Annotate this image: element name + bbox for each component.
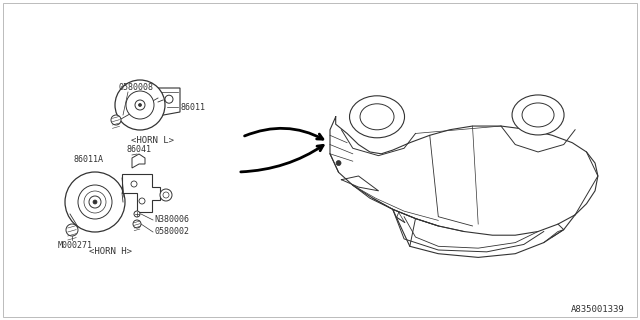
Circle shape xyxy=(131,181,137,187)
Text: A835001339: A835001339 xyxy=(572,305,625,314)
Ellipse shape xyxy=(512,95,564,135)
Polygon shape xyxy=(122,174,160,212)
Text: 86041: 86041 xyxy=(126,145,151,154)
Circle shape xyxy=(336,161,341,165)
Circle shape xyxy=(66,224,78,236)
Text: M000271: M000271 xyxy=(58,242,93,251)
Polygon shape xyxy=(158,88,180,116)
Circle shape xyxy=(115,80,165,130)
Circle shape xyxy=(138,103,141,107)
FancyArrowPatch shape xyxy=(244,128,323,139)
Text: 86011: 86011 xyxy=(180,102,205,111)
Text: <HORN L>: <HORN L> xyxy=(131,135,173,145)
Circle shape xyxy=(84,191,106,213)
Circle shape xyxy=(139,198,145,204)
Circle shape xyxy=(78,185,112,219)
Circle shape xyxy=(163,192,169,198)
FancyArrowPatch shape xyxy=(241,145,323,172)
Circle shape xyxy=(133,220,141,228)
Circle shape xyxy=(65,172,125,232)
Text: 0580008: 0580008 xyxy=(118,83,153,92)
Ellipse shape xyxy=(522,103,554,127)
Circle shape xyxy=(134,211,140,217)
Circle shape xyxy=(165,95,173,103)
Polygon shape xyxy=(132,154,145,168)
Circle shape xyxy=(111,115,121,125)
Text: 86011A: 86011A xyxy=(73,155,103,164)
Circle shape xyxy=(160,189,172,201)
Text: N380006: N380006 xyxy=(154,215,189,225)
Text: <HORN H>: <HORN H> xyxy=(88,247,131,257)
Text: 0580002: 0580002 xyxy=(154,228,189,236)
Circle shape xyxy=(135,100,145,110)
Ellipse shape xyxy=(349,96,404,138)
Circle shape xyxy=(93,200,97,204)
Circle shape xyxy=(89,196,101,208)
Ellipse shape xyxy=(360,104,394,130)
Circle shape xyxy=(126,91,154,119)
